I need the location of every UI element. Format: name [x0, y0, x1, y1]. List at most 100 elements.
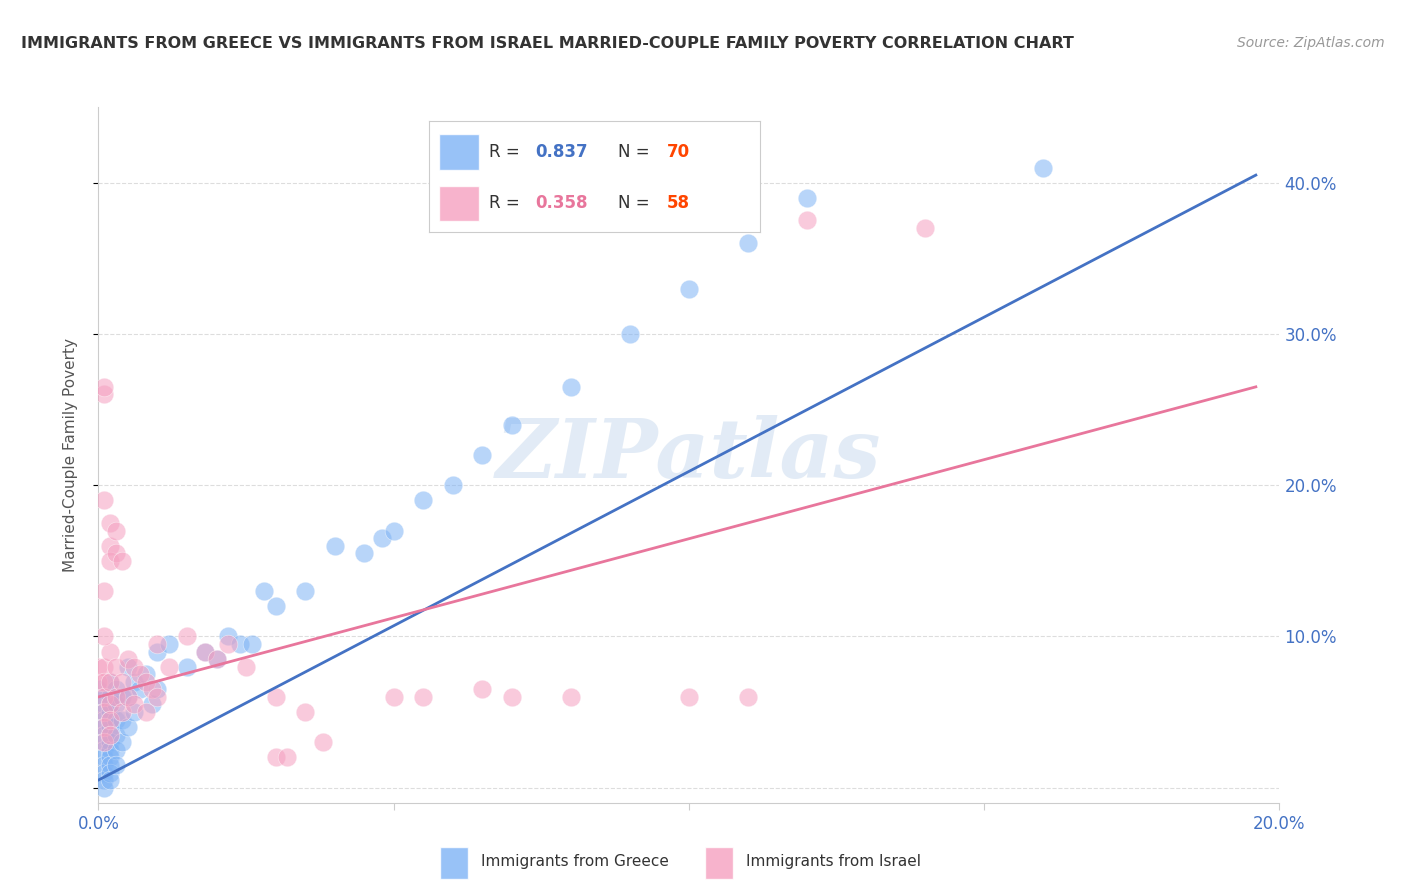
Point	[135, 674, 157, 689]
Point	[93, 493, 115, 508]
Point	[93, 750, 115, 764]
Point	[194, 644, 217, 658]
Point	[98, 758, 121, 772]
Point	[93, 705, 115, 719]
Point	[93, 758, 115, 772]
Point	[111, 690, 134, 704]
Point	[98, 539, 121, 553]
Point	[176, 629, 198, 643]
Point	[93, 720, 115, 734]
Point	[128, 667, 150, 681]
Point	[382, 690, 405, 704]
Text: IMMIGRANTS FROM GREECE VS IMMIGRANTS FROM ISRAEL MARRIED-COUPLE FAMILY POVERTY C: IMMIGRANTS FROM GREECE VS IMMIGRANTS FRO…	[21, 36, 1074, 51]
Point	[737, 690, 759, 704]
Point	[93, 387, 115, 401]
Point	[371, 531, 394, 545]
Point	[914, 221, 936, 235]
Point	[105, 682, 128, 697]
Point	[146, 637, 169, 651]
Y-axis label: Married-Couple Family Poverty: Married-Couple Family Poverty	[63, 338, 77, 572]
Point	[98, 644, 121, 658]
Text: ZIPatlas: ZIPatlas	[496, 415, 882, 495]
Point	[105, 728, 128, 742]
Point	[98, 674, 121, 689]
Point	[135, 667, 157, 681]
Point	[146, 682, 169, 697]
Point	[105, 546, 128, 560]
Point	[294, 584, 316, 599]
Point	[93, 735, 115, 749]
Point	[157, 637, 180, 651]
Point	[217, 629, 239, 643]
Point	[501, 690, 523, 704]
Point	[235, 659, 257, 673]
Point	[111, 713, 134, 727]
Point	[98, 728, 121, 742]
Text: Source: ZipAtlas.com: Source: ZipAtlas.com	[1237, 36, 1385, 50]
Point	[412, 493, 434, 508]
Point	[93, 629, 115, 643]
Point	[294, 705, 316, 719]
Point	[105, 713, 128, 727]
Point	[93, 713, 115, 727]
Point	[619, 326, 641, 341]
Point	[122, 674, 145, 689]
Point	[276, 750, 298, 764]
Point	[501, 417, 523, 432]
Point	[122, 705, 145, 719]
Point	[93, 735, 115, 749]
Point	[98, 713, 121, 727]
Point	[122, 659, 145, 673]
Point	[111, 735, 134, 749]
Point	[98, 735, 121, 749]
Point	[117, 690, 139, 704]
Point	[98, 674, 121, 689]
Point	[93, 584, 115, 599]
Point	[796, 213, 818, 227]
Point	[117, 652, 139, 666]
Point	[93, 773, 115, 788]
Point	[135, 705, 157, 719]
Point	[93, 690, 115, 704]
Point	[240, 637, 263, 651]
Point	[98, 698, 121, 712]
Point	[98, 713, 121, 727]
Point	[93, 674, 115, 689]
Point	[98, 516, 121, 530]
Point	[194, 644, 217, 658]
Point	[93, 765, 115, 780]
Point	[98, 765, 121, 780]
Point	[93, 705, 115, 719]
Point	[264, 750, 287, 764]
Point	[253, 584, 276, 599]
Point	[87, 659, 110, 673]
Point	[353, 546, 375, 560]
Point	[1032, 161, 1054, 175]
Point	[98, 554, 121, 568]
Point	[471, 448, 494, 462]
Point	[93, 743, 115, 757]
Point	[678, 281, 700, 295]
Point	[229, 637, 252, 651]
Point	[98, 690, 121, 704]
Point	[87, 674, 110, 689]
Point	[205, 652, 228, 666]
Point	[98, 743, 121, 757]
Point	[98, 728, 121, 742]
Point	[157, 659, 180, 673]
Point	[117, 659, 139, 673]
Point	[146, 644, 169, 658]
Point	[560, 380, 582, 394]
Point	[98, 773, 121, 788]
Point	[93, 720, 115, 734]
Point	[205, 652, 228, 666]
Point	[312, 735, 335, 749]
Point	[98, 750, 121, 764]
Point	[111, 554, 134, 568]
Point	[796, 191, 818, 205]
Point	[93, 659, 115, 673]
Point	[560, 690, 582, 704]
Point	[93, 690, 115, 704]
Point	[93, 780, 115, 795]
Point	[105, 524, 128, 538]
